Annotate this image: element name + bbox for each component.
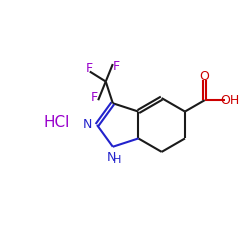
Text: F: F: [86, 62, 93, 75]
Text: H: H: [113, 154, 121, 164]
Text: OH: OH: [221, 94, 240, 107]
Text: N: N: [107, 151, 116, 164]
Text: N: N: [83, 118, 92, 132]
Text: HCl: HCl: [43, 115, 70, 130]
Text: F: F: [91, 91, 98, 104]
Text: O: O: [199, 70, 209, 82]
Text: F: F: [113, 60, 120, 73]
